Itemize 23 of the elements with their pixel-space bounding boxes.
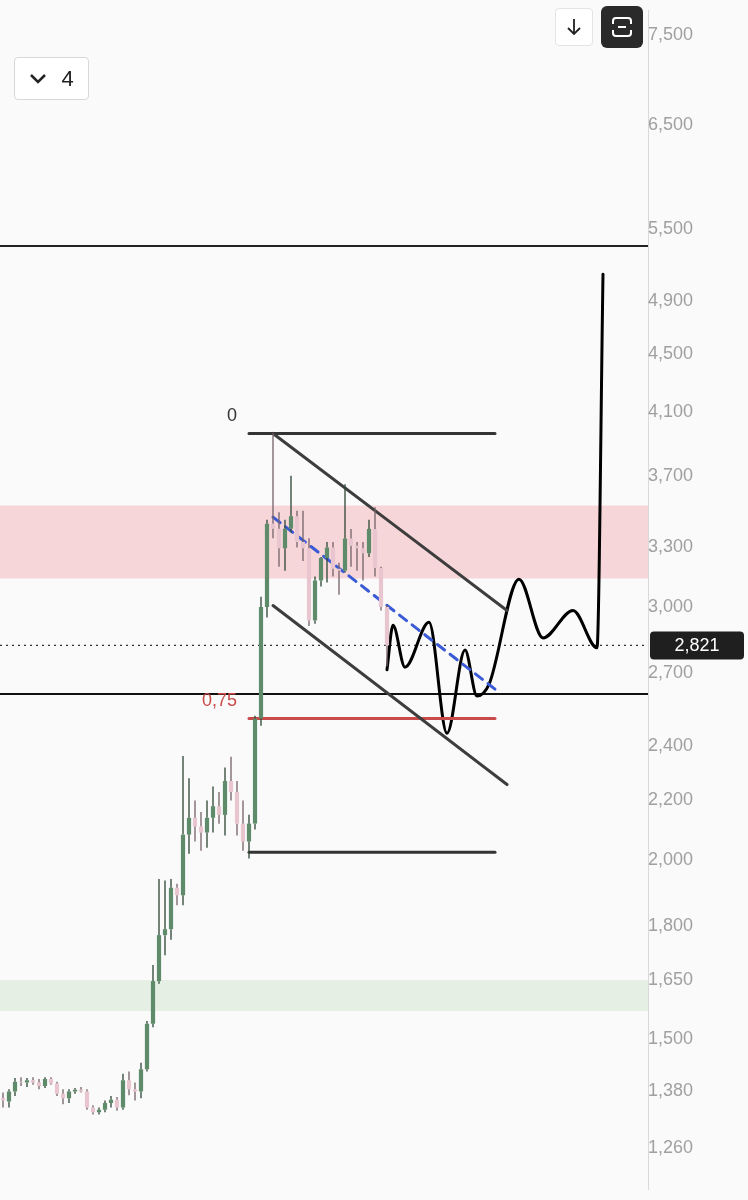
series-label: 0 — [226, 405, 237, 426]
y-tick-label: 3,000 — [648, 595, 694, 616]
dropdown-button: 4 — [14, 57, 89, 100]
y-tick-label: 4,500 — [648, 342, 694, 363]
y-tick-label: 1,260 — [648, 1137, 694, 1158]
y-tick-label: 2,400 — [648, 735, 694, 756]
y-tick-label: 1,800 — [648, 914, 694, 935]
y-tick-label: 3,700 — [648, 465, 694, 486]
y-tick-label: 2,700 — [648, 661, 694, 682]
y-tick-label: 5,500 — [648, 217, 694, 238]
y-tick-label: 2,000 — [648, 848, 694, 869]
y-tick-label: 7,500 — [648, 24, 694, 45]
y-tick-label: 1,380 — [648, 1080, 694, 1101]
y-tick-label: 1,500 — [648, 1028, 694, 1049]
y-tick-label: 3,300 — [648, 536, 694, 557]
annotation: 4 — [61, 65, 74, 92]
y-tick-label: 1,650 — [648, 968, 694, 989]
ref-line-label: 2,821 — [674, 635, 720, 656]
y-tick-label: 4,900 — [648, 289, 694, 310]
y-tick-label: 2,200 — [648, 789, 694, 810]
y-tick-label: 6,500 — [648, 113, 694, 134]
y-tick-label: 4,100 — [648, 401, 694, 422]
series-label: 0,75 — [201, 690, 237, 711]
